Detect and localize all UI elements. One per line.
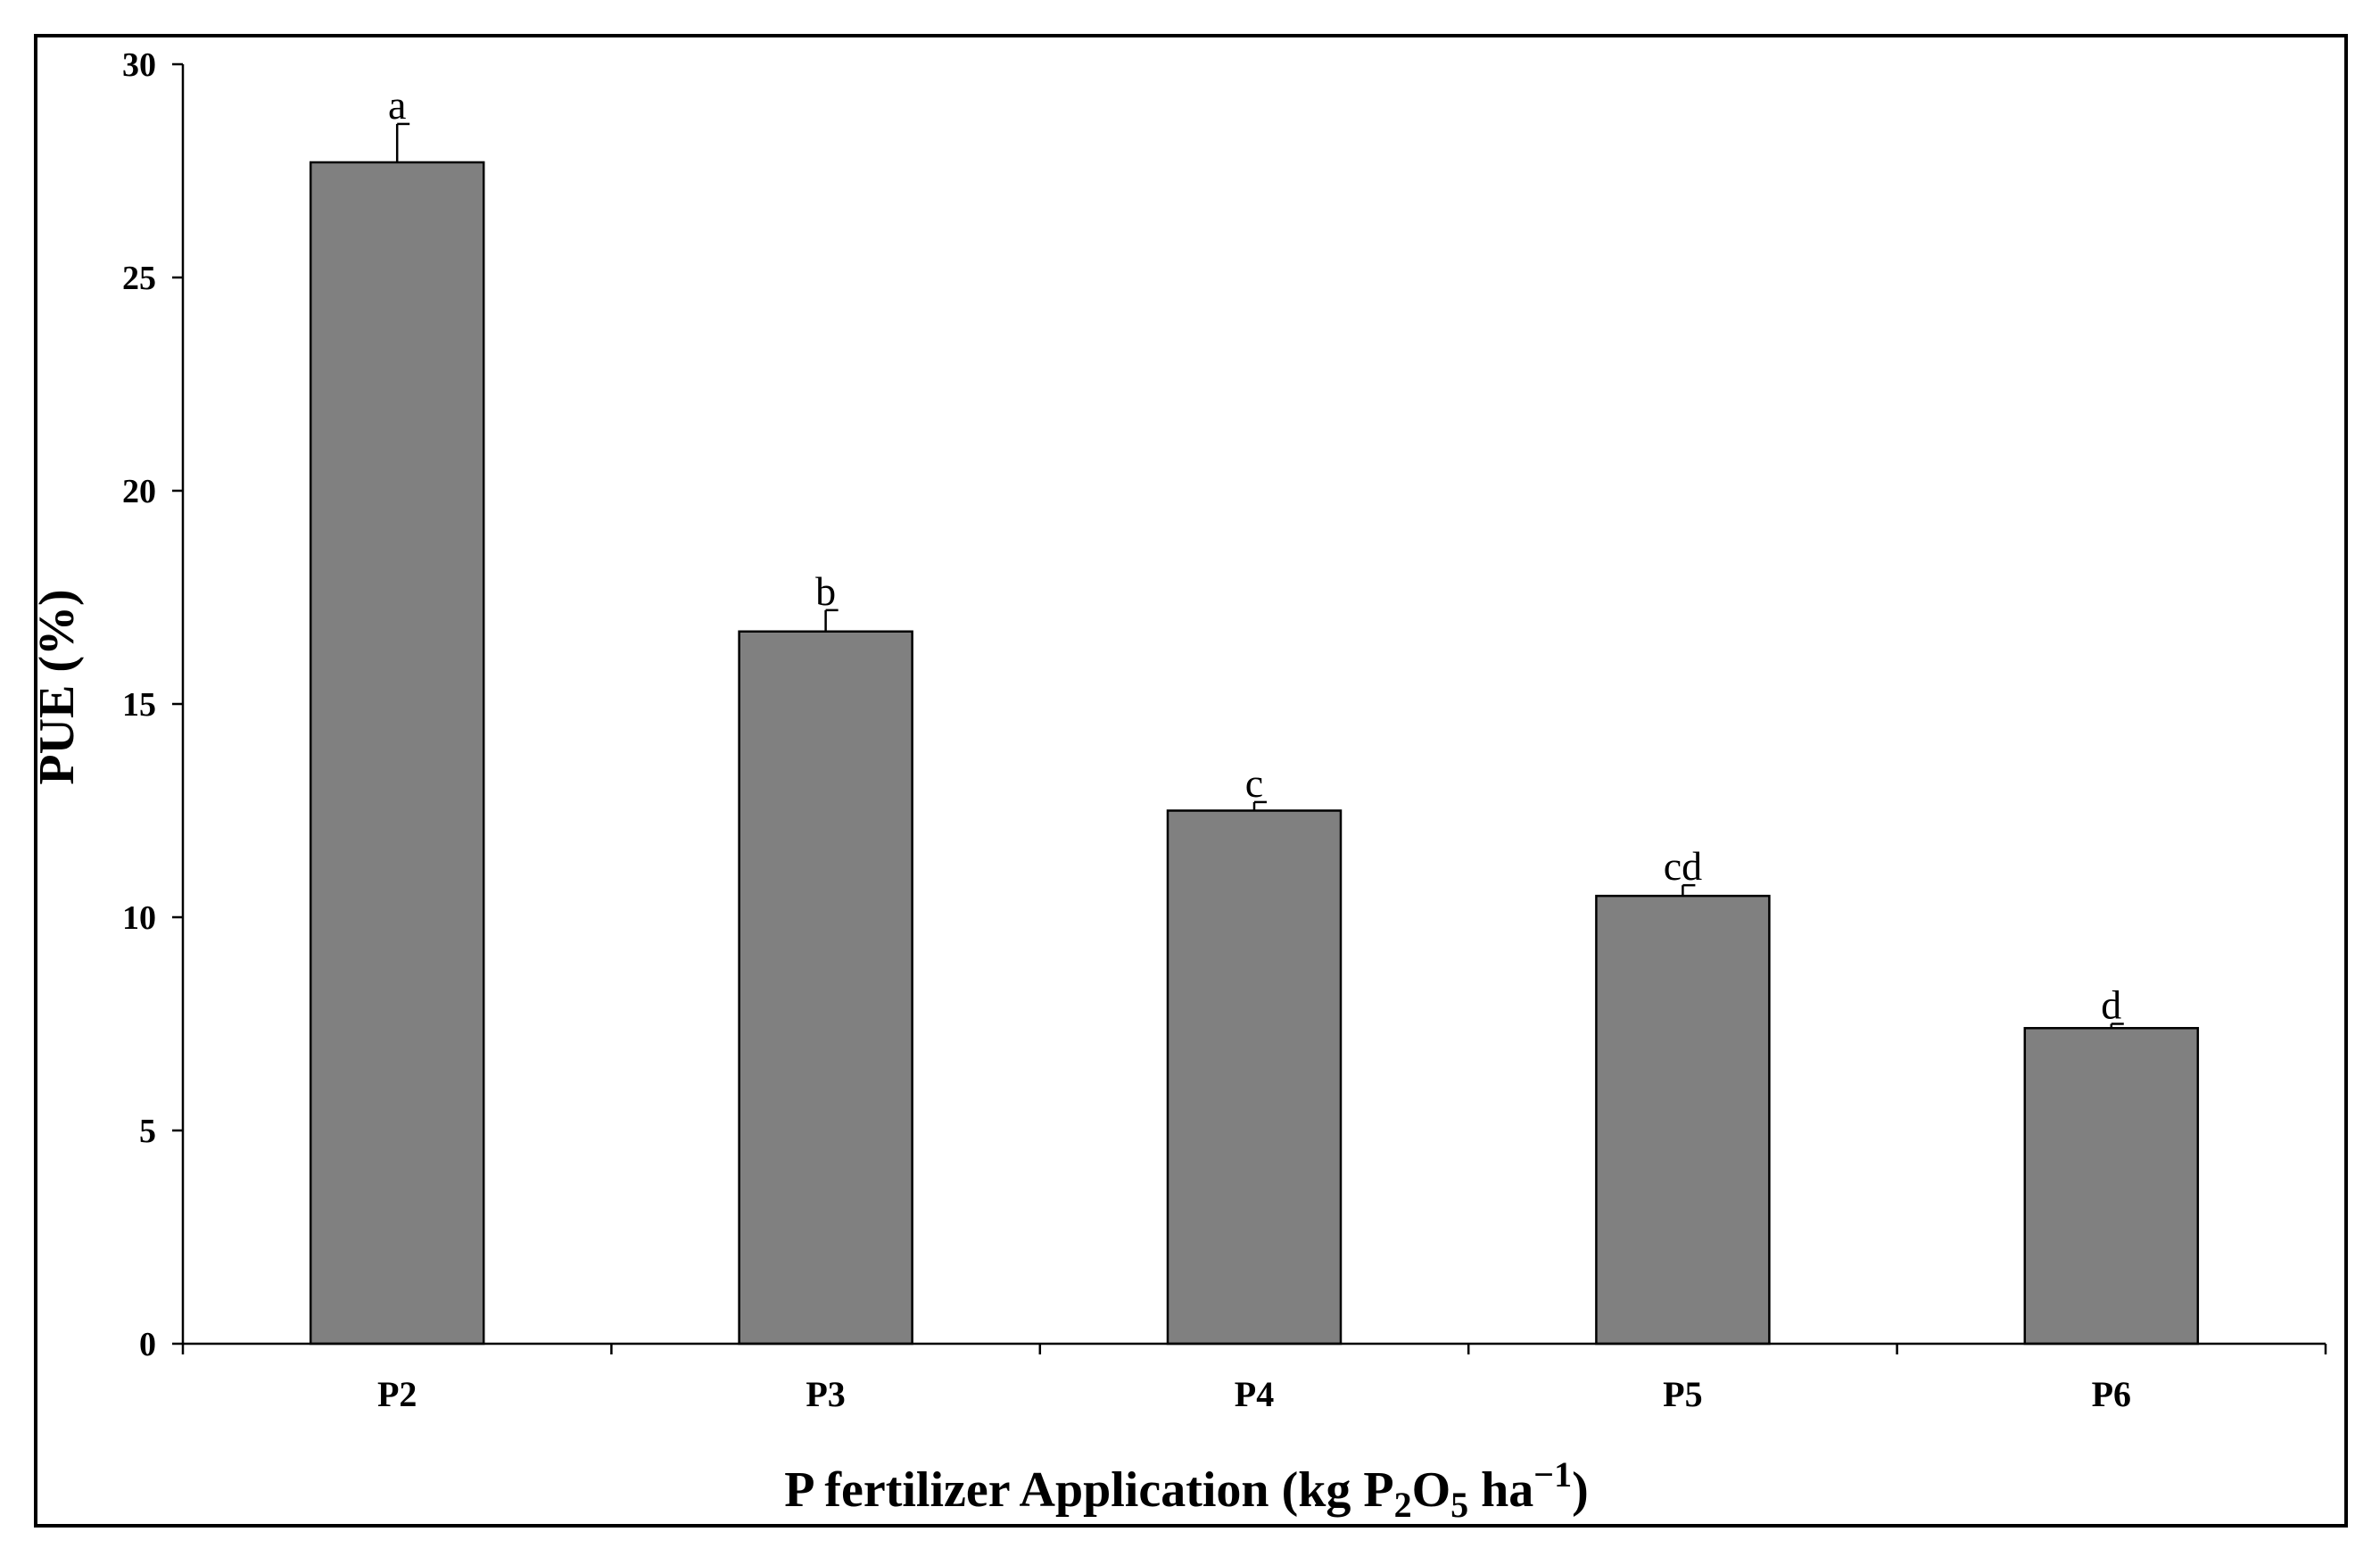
significance-letter-p3: b <box>815 568 836 614</box>
x-category-label-p5: P5 <box>1663 1374 1702 1414</box>
significance-letter-p2: a <box>388 82 406 128</box>
y-tick-label: 20 <box>122 473 156 510</box>
x-category-label-p4: P4 <box>1235 1374 1274 1414</box>
y-axis-title: PUE (%) <box>29 589 85 784</box>
x-title-suffix: ) <box>1572 1462 1589 1518</box>
y-tick-label: 5 <box>139 1113 156 1150</box>
y-tick-label: 30 <box>122 46 156 84</box>
x-category-label-p6: P6 <box>2092 1374 2131 1414</box>
bar-p6 <box>2023 1027 2200 1346</box>
bar-p5 <box>1595 894 1771 1346</box>
significance-letter-p4: c <box>1245 760 1263 806</box>
bars-group: a b c cd d <box>309 82 2200 1346</box>
x-title-after: ha <box>1468 1462 1533 1518</box>
x-axis-title: P fertilizer Application (kg P2O5 ha−1) <box>784 1454 1589 1525</box>
y-tick-label: 15 <box>122 686 156 724</box>
bar-p4 <box>1166 809 1343 1346</box>
bar-p2 <box>309 161 485 1346</box>
x-title-prefix: P fertilizer Application (kg P <box>784 1462 1393 1518</box>
axes-group: 0 5 10 15 20 25 30 P2 P3 P4 P5 P6 <box>122 46 2327 1414</box>
x-category-label-p2: P2 <box>377 1374 417 1414</box>
x-category-label-p3: P3 <box>806 1374 845 1414</box>
y-tick-label: 25 <box>122 260 156 297</box>
significance-letter-p6: d <box>2101 982 2121 1028</box>
x-title-mid: O <box>1412 1462 1451 1518</box>
x-title-sub1: 2 <box>1394 1485 1412 1525</box>
x-title-sub2: 5 <box>1450 1485 1468 1525</box>
y-tick-label: 10 <box>122 899 156 937</box>
bar-p3 <box>738 630 913 1346</box>
significance-letter-p5: cd <box>1664 843 1702 889</box>
x-title-sup: −1 <box>1533 1454 1572 1495</box>
y-tick-label: 0 <box>139 1326 156 1363</box>
